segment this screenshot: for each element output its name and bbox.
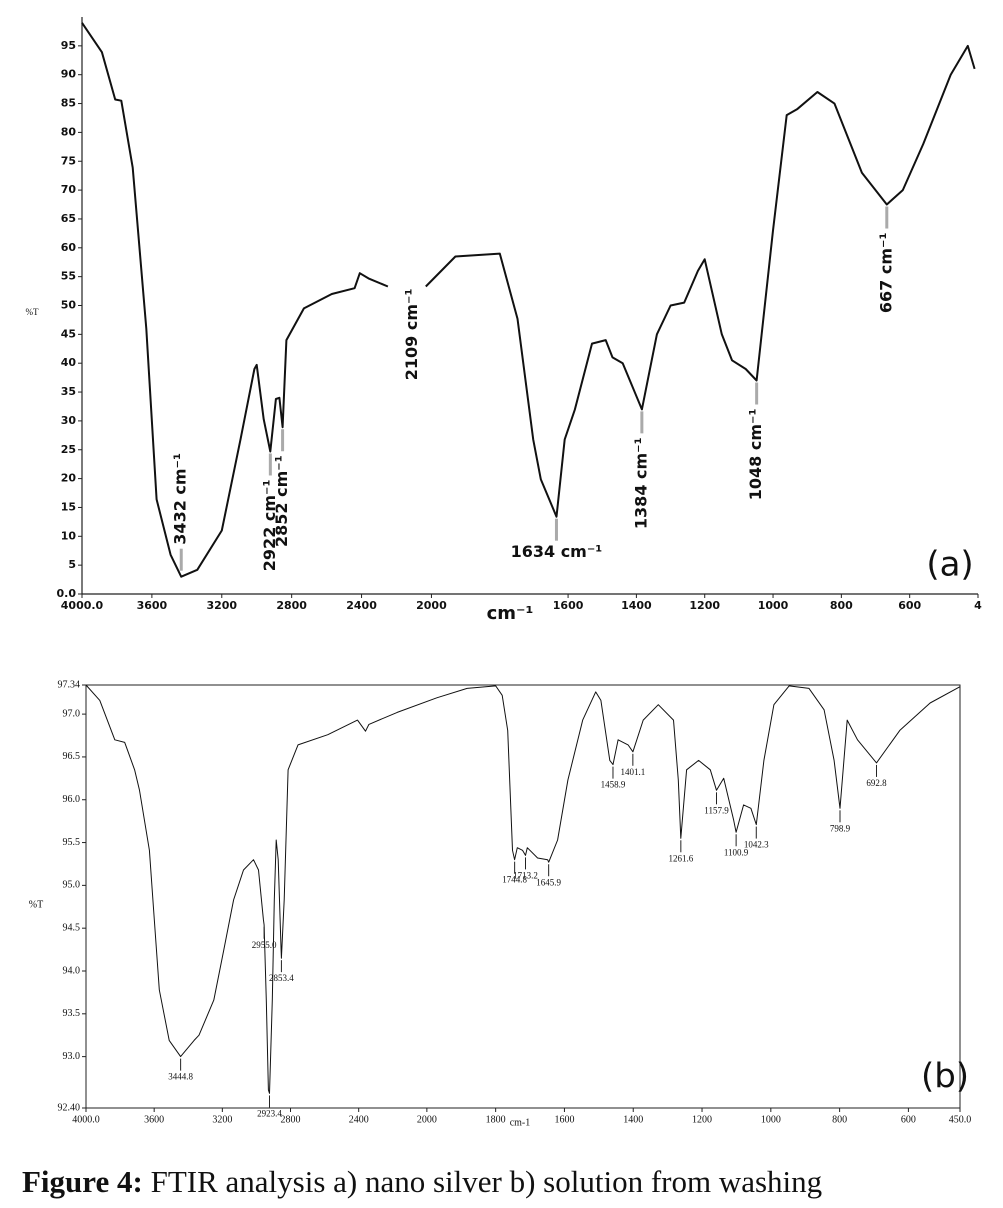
y-axis-label: %T [29,899,43,910]
x-tick-label: 1400 [621,599,652,612]
peak-label: 2922 cm⁻¹ [260,479,279,571]
y-tick-label: 60 [61,241,77,254]
y-tick-label: 80 [61,125,77,138]
y-tick-label: 0.0 [57,587,77,600]
peak-label: 2923.4 [257,1109,282,1119]
x-tick-label: 1800 [486,1114,506,1125]
x-tick-label: 2400 [346,599,377,612]
y-tick-label: 94.0 [63,965,81,976]
y-tick-label: 15 [61,500,76,513]
y-tick-label: 45 [61,327,76,340]
peak-label: 1042.3 [744,840,769,850]
caption-text: FTIR analysis a) nano silver b) solution… [143,1164,822,1199]
y-tick-label: 96.0 [63,794,81,805]
y-tick-label: 95.5 [63,837,81,848]
y-tick-label: 93.5 [63,1008,81,1019]
peak-label: 3432 cm⁻¹ [171,453,190,545]
x-tick-label: 4 [974,599,982,612]
peak-label: 1744.8 [502,875,527,885]
peak-label: 1713.2 [513,870,538,880]
y-tick-label: 65 [61,212,76,225]
peak-label: 2109 cm⁻¹ [402,288,421,380]
y-tick-label: 90 [61,68,77,81]
x-tick-label: 2800 [276,599,307,612]
peak-label: 2955.0 [252,940,277,950]
peak-label: 798.9 [830,823,851,833]
panel-label: (b) [921,1057,969,1097]
y-tick-label: 97.0 [63,708,81,719]
y-tick-label: 95.0 [63,880,81,891]
peak-label: 1048 cm⁻¹ [746,409,765,501]
x-tick-label: 1400 [623,1114,643,1125]
peak-label: 1384 cm⁻¹ [631,437,650,529]
x-tick-label: 3600 [144,1114,164,1125]
y-tick-label: 93.0 [63,1051,81,1062]
x-tick-label: 450.0 [949,1114,972,1125]
x-tick-label: 600 [898,599,921,612]
x-tick-label: 2000 [416,599,447,612]
y-tick-label: 92.40 [58,1102,81,1113]
caption-label: Figure 4: [22,1164,143,1199]
x-tick-label: 600 [901,1114,916,1125]
y-tick-label: 85 [61,97,76,110]
peak-label: 1645.9 [536,877,561,887]
peak-label: 667 cm⁻¹ [876,233,895,314]
y-tick-label: 5 [68,558,76,571]
y-tick-label: 96.5 [63,751,81,762]
x-tick-label: 2000 [417,1114,437,1125]
y-tick-label: 94.5 [63,922,81,933]
x-tick-label: 1600 [554,1114,574,1125]
x-tick-label: 3600 [137,599,168,612]
x-tick-label: 4000.0 [61,599,104,612]
y-tick-label: 97.34 [58,679,81,690]
x-tick-label: 1600 [553,599,584,612]
peak-label: 692.8 [866,778,887,788]
x-tick-label: 1200 [692,1114,712,1125]
x-tick-label: 2800 [281,1114,301,1125]
x-axis-label: cm⁻¹ [487,603,534,624]
x-tick-label: 1200 [689,599,720,612]
peak-label: 2853.4 [269,973,294,983]
spectrum-line [81,22,976,578]
peak-label: 1261.6 [668,853,693,863]
x-tick-label: 1000 [758,599,789,612]
y-tick-label: 50 [61,299,77,312]
peak-label: 1157.9 [704,805,729,815]
y-tick-label: 95 [61,39,76,52]
x-tick-label: 3200 [206,599,237,612]
peak-label: 1458.9 [601,780,626,790]
peak-label: 1634 cm⁻¹ [511,542,603,561]
y-tick-label: 10 [61,529,77,542]
x-tick-label: 1000 [761,1114,781,1125]
x-tick-label: 2400 [349,1114,369,1125]
y-axis-label: %T [26,307,39,317]
peak-label: 1401.1 [620,767,645,777]
y-tick-label: 20 [61,472,77,485]
x-tick-label: 800 [830,599,853,612]
x-tick-label: 4000.0 [72,1114,100,1125]
y-tick-label: 35 [61,385,76,398]
y-tick-label: 75 [61,154,76,167]
peak-label: 3444.8 [168,1072,193,1082]
peak-label: 2852 cm⁻¹ [272,455,291,547]
x-tick-label: 800 [832,1114,847,1125]
y-tick-label: 25 [61,443,76,456]
peak-label: 1100.9 [724,847,749,857]
y-tick-label: 70 [61,183,77,196]
panel-label: (a) [926,545,973,585]
caption: Figure 4: FTIR analysis a) nano silver b… [22,1164,822,1199]
y-tick-label: 40 [61,356,77,369]
x-tick-label: 3200 [212,1114,232,1125]
spectrum-line [85,684,961,1094]
plot-frame [85,684,961,1109]
y-tick-label: 30 [61,414,77,427]
y-tick-label: 55 [61,270,76,283]
x-axis-label: cm-1 [510,1117,531,1128]
